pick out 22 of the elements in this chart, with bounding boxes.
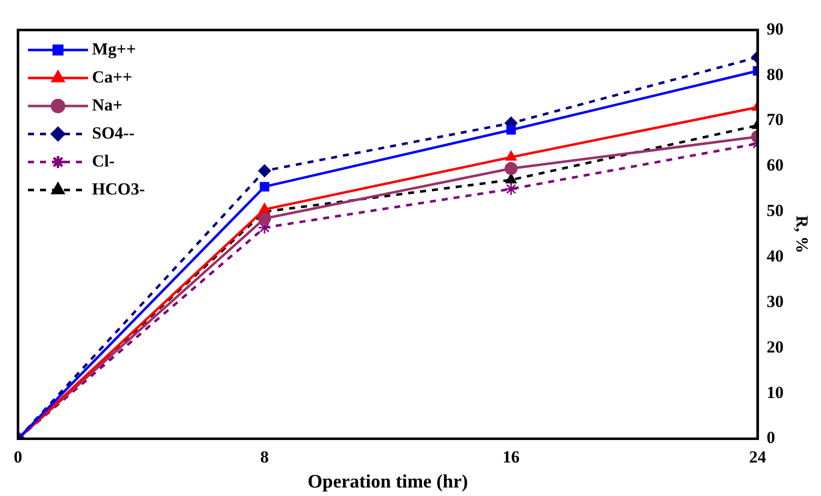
x-tick-label: 8 — [260, 447, 269, 466]
x-axis-title: Operation time (hr) — [308, 472, 468, 493]
x-tick-label: 16 — [502, 447, 520, 466]
legend-label: Mg++ — [92, 39, 136, 58]
y-tick-label: 50 — [766, 201, 784, 220]
y-tick-label: 60 — [766, 156, 784, 175]
x-tick-label: 24 — [749, 447, 767, 466]
y-axis-title: R, % — [792, 216, 812, 254]
y-tick-label: 90 — [766, 19, 784, 38]
legend-label: Ca++ — [92, 67, 132, 86]
legend-label: SO4-- — [92, 123, 135, 142]
y-tick-label: 70 — [766, 110, 784, 130]
legend-label: Na+ — [92, 95, 122, 114]
y-tick-label: 20 — [766, 337, 784, 356]
y-tick-label: 0 — [766, 428, 776, 448]
x-tick-label: 0 — [14, 447, 22, 466]
legend-label: HCO3- — [92, 179, 146, 198]
legend-label: Cl- — [92, 151, 115, 170]
y-tick-label: 10 — [766, 382, 784, 402]
y-tick-label: 30 — [766, 292, 784, 311]
y-tick-label: 80 — [766, 64, 784, 84]
y-tick-label: 40 — [766, 246, 784, 266]
